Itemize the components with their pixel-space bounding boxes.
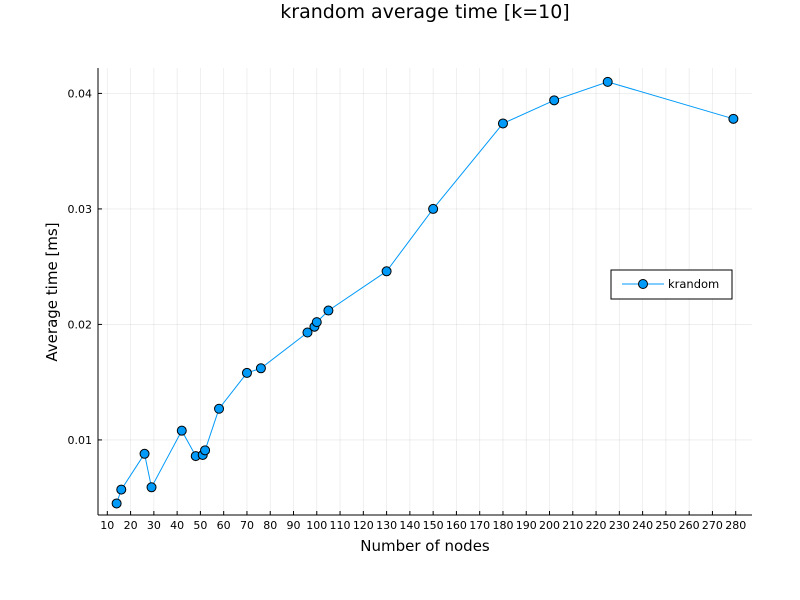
y-tick-label: 0.03	[68, 203, 93, 216]
data-point	[497, 118, 508, 129]
data-point	[381, 266, 392, 277]
x-tick-label: 230	[609, 519, 630, 532]
y-ticks: 0.01 0.02 0.03 0.04	[68, 87, 102, 447]
data-point	[302, 327, 313, 338]
data-point	[549, 95, 560, 106]
x-tick-label: 90	[287, 519, 301, 532]
x-tick-label: 140	[399, 519, 420, 532]
x-tick-label: 270	[702, 519, 723, 532]
x-tick-label: 110	[330, 519, 351, 532]
data-point	[602, 76, 613, 87]
x-tick-label: 260	[679, 519, 700, 532]
chart-title: krandom average time [k=10]	[280, 1, 569, 23]
x-tick-label: 250	[655, 519, 676, 532]
data-point	[200, 445, 211, 456]
data-point	[139, 448, 150, 459]
x-tick-label: 240	[632, 519, 653, 532]
data-point	[176, 425, 187, 436]
x-tick-label: 30	[147, 519, 161, 532]
x-tick-label: 80	[263, 519, 277, 532]
x-tick-label: 280	[725, 519, 746, 532]
x-tick-label: 170	[469, 519, 490, 532]
x-tick-label: 50	[193, 519, 207, 532]
data-point	[428, 203, 439, 214]
x-tick-label: 20	[124, 519, 138, 532]
data-point	[728, 113, 739, 124]
x-tick-label: 120	[353, 519, 374, 532]
x-ticks: 10 20 30 40 50 60 70 80 90 100 110 120 130 140 150 160 1…	[100, 511, 746, 532]
data-point	[323, 305, 334, 316]
x-tick-label: 180	[492, 519, 513, 532]
x-axis-label: Number of nodes	[360, 537, 490, 555]
x-tick-label: 190	[516, 519, 537, 532]
data-point	[214, 403, 225, 414]
x-tick-label: 160	[446, 519, 467, 532]
x-tick-label: 40	[170, 519, 184, 532]
legend-marker	[638, 279, 648, 289]
data-point	[116, 484, 127, 495]
series-krandom	[111, 76, 739, 509]
x-tick-label: 130	[376, 519, 397, 532]
y-axis-label: Average time [ms]	[43, 222, 61, 361]
legend: krandom	[610, 269, 733, 300]
data-point	[255, 363, 266, 374]
x-tick-label: 70	[240, 519, 254, 532]
y-tick-label: 0.04	[68, 87, 93, 100]
x-tick-label: 100	[306, 519, 327, 532]
y-tick-label: 0.02	[68, 318, 93, 331]
data-point	[241, 367, 252, 378]
x-tick-label: 60	[217, 519, 231, 532]
y-tick-label: 0.01	[68, 434, 93, 447]
x-tick-label: 200	[539, 519, 560, 532]
data-point	[111, 498, 122, 509]
x-tick-label: 220	[586, 519, 607, 532]
x-tick-label: 10	[100, 519, 114, 532]
data-point	[146, 482, 157, 493]
legend-label: krandom	[668, 277, 719, 291]
data-point	[311, 317, 322, 328]
x-tick-label: 150	[423, 519, 444, 532]
x-tick-label: 210	[562, 519, 583, 532]
